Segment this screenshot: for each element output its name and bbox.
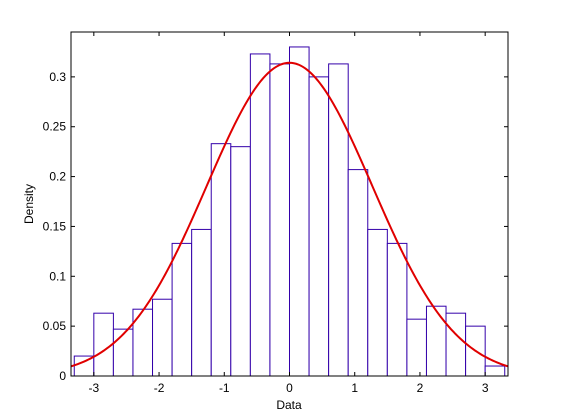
fitted-density-curve xyxy=(70,61,509,368)
x-tick-label: 3 xyxy=(482,381,489,395)
y-axis-label: Density xyxy=(22,184,36,224)
histogram-bar xyxy=(112,328,134,377)
x-tick-label: 0 xyxy=(286,381,293,395)
x-tick-label: -1 xyxy=(219,381,230,395)
histogram-bar xyxy=(152,298,173,377)
histogram-bar xyxy=(210,143,232,377)
histogram-bar xyxy=(230,146,251,377)
y-axis-ticks: 0 0.05 0.1 0.15 0.2 0.25 0.3 xyxy=(43,70,508,383)
histogram-bar xyxy=(347,169,369,377)
histogram-bar xyxy=(386,242,408,377)
y-tick-label: 0.2 xyxy=(49,170,66,184)
histogram-bar xyxy=(445,312,467,377)
x-tick-label: -3 xyxy=(88,381,99,395)
histogram-bar xyxy=(171,242,193,377)
y-tick-label: 0.3 xyxy=(49,70,66,84)
histogram-bar xyxy=(406,318,427,377)
histogram-bar xyxy=(191,228,212,377)
histogram-bar xyxy=(425,305,447,377)
x-tick-label: 2 xyxy=(417,381,424,395)
y-tick-label: 0.15 xyxy=(43,219,67,233)
y-tick-label: 0 xyxy=(59,369,66,383)
x-tick-label: -2 xyxy=(154,381,165,395)
histogram-bar xyxy=(484,365,506,377)
x-axis-label: Data xyxy=(276,398,302,412)
histogram-bar xyxy=(269,63,290,377)
histogram-bar xyxy=(308,76,330,377)
y-tick-label: 0.1 xyxy=(49,269,66,283)
histogram-bar xyxy=(289,46,310,377)
x-tick-label: 1 xyxy=(351,381,358,395)
x-axis-ticks: -3 -2 -1 0 1 2 3 xyxy=(88,32,489,395)
plot-area: -3 -2 -1 0 1 2 3 0 0.05 0.1 0.15 0.2 0.25 0.3 xyxy=(43,31,509,395)
y-tick-label: 0.05 xyxy=(43,319,67,333)
histogram-bar xyxy=(249,53,271,377)
histogram-bar xyxy=(328,63,349,377)
y-tick-label: 0.25 xyxy=(43,120,67,134)
histogram-bar xyxy=(367,228,388,377)
